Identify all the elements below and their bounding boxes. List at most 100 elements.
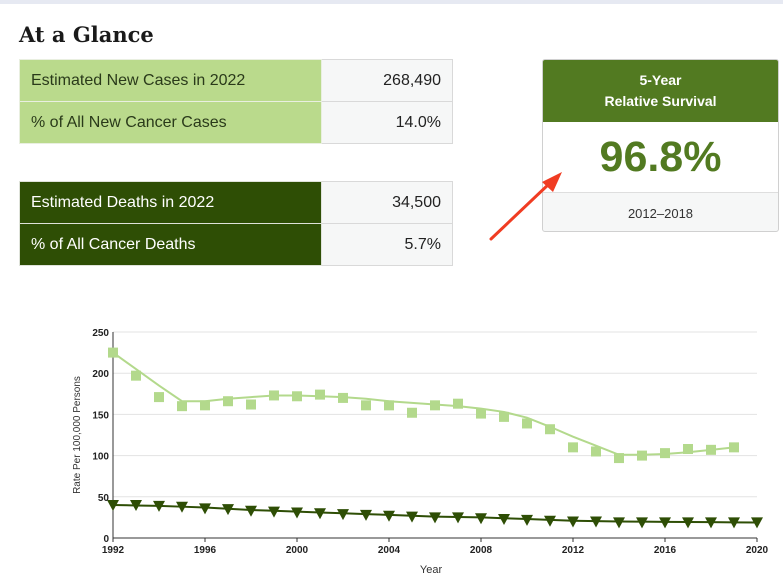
series-0-point	[430, 400, 440, 411]
new-cases-percent-value: 14.0%	[321, 101, 453, 144]
series-0-point	[315, 389, 325, 400]
deaths-percent-value: 5.7%	[321, 223, 453, 266]
series-1-point	[153, 500, 165, 512]
series-1-point	[176, 501, 188, 513]
series-0-point	[108, 347, 118, 358]
series-1-point	[452, 512, 464, 524]
series-0-point	[407, 407, 417, 418]
series-0-point	[154, 392, 164, 403]
series-1-point	[199, 503, 211, 515]
series-1-point	[613, 517, 625, 529]
series-1-point	[682, 517, 694, 529]
table-row: % of All New Cancer Cases 14.0%	[19, 101, 453, 144]
series-0-point	[476, 408, 486, 419]
series-0-point	[453, 398, 463, 409]
x-tick-label: 2000	[286, 545, 309, 556]
deaths-percent-label: % of All Cancer Deaths	[19, 223, 322, 266]
x-tick-label: 1996	[194, 545, 217, 556]
x-axis-label: Year	[420, 564, 443, 576]
series-1-point	[728, 517, 740, 529]
new-cases-table: Estimated New Cases in 2022 268,490 % of…	[19, 59, 453, 144]
series-0-point	[131, 370, 141, 381]
table-row: Estimated New Cases in 2022 268,490	[19, 59, 453, 102]
y-tick-label: 200	[92, 369, 109, 380]
series-1-point	[636, 517, 648, 529]
series-1-point	[245, 505, 257, 517]
new-cases-value: 268,490	[321, 59, 453, 102]
chart-series	[107, 347, 763, 529]
series-1-point	[544, 515, 556, 527]
series-1-point	[268, 506, 280, 518]
series-1-point	[705, 517, 717, 529]
x-tick-label: 2016	[654, 545, 677, 556]
series-0-point	[706, 444, 716, 455]
series-0-point	[499, 411, 509, 422]
series-0-point	[591, 446, 601, 457]
survival-header-line1: 5-Year	[639, 72, 682, 88]
table-row: Estimated Deaths in 2022 34,500	[19, 181, 453, 224]
series-0-point	[269, 390, 279, 401]
deaths-value: 34,500	[321, 181, 453, 224]
x-tick-label: 2004	[378, 545, 401, 556]
new-cases-label: Estimated New Cases in 2022	[19, 59, 322, 102]
series-1-point	[429, 512, 441, 524]
series-0-point	[338, 392, 348, 403]
series-0-point	[660, 448, 670, 459]
series-0-point	[292, 391, 302, 402]
arrow-head	[542, 172, 562, 192]
series-1-point	[107, 500, 119, 512]
series-1-point	[751, 517, 763, 529]
y-tick-label: 250	[92, 328, 109, 339]
y-tick-label: 150	[92, 410, 109, 421]
deaths-table: Estimated Deaths in 2022 34,500 % of All…	[19, 181, 453, 266]
series-0-point	[729, 442, 739, 453]
series-1-point	[360, 509, 372, 521]
chart-axes	[112, 332, 758, 542]
series-0-trend-line	[112, 351, 735, 456]
series-0-point	[522, 418, 532, 429]
chart-ticks: 0 50 100 150 200 250 1992 1996 2000 2004 2008 2012 2…	[92, 328, 768, 556]
series-1-point	[222, 504, 234, 516]
y-tick-label: 50	[98, 493, 110, 504]
series-0-point	[683, 444, 693, 455]
series-0-point	[361, 400, 371, 411]
series-1-point	[659, 517, 671, 529]
series-1-point	[291, 507, 303, 519]
series-1-point	[314, 508, 326, 520]
top-border	[0, 0, 783, 4]
series-0-point	[177, 401, 187, 412]
series-0-point	[545, 424, 555, 435]
new-cases-percent-label: % of All New Cancer Cases	[19, 101, 322, 144]
series-1-point	[590, 516, 602, 528]
series-1-point	[521, 514, 533, 526]
deaths-label: Estimated Deaths in 2022	[19, 181, 322, 224]
chart-grid	[113, 331, 757, 498]
table-row: % of All Cancer Deaths 5.7%	[19, 223, 453, 266]
survival-value: 96.8%	[543, 122, 778, 193]
series-0-point	[568, 442, 578, 453]
survival-header: 5-Year Relative Survival	[543, 60, 778, 122]
red-arrow-icon	[489, 172, 562, 241]
series-0-point	[384, 400, 394, 411]
x-tick-label: 2012	[562, 545, 585, 556]
series-1-point	[406, 511, 418, 523]
series-1-point	[130, 500, 142, 512]
x-tick-label: 1992	[102, 545, 125, 556]
series-0-point	[246, 399, 256, 410]
survival-card: 5-Year Relative Survival 96.8% 2012–2018	[542, 59, 779, 232]
survival-header-line2: Relative Survival	[604, 93, 717, 109]
series-1-point	[475, 513, 487, 525]
series-0-point	[223, 396, 233, 407]
survival-period: 2012–2018	[627, 205, 694, 221]
y-tick-label: 100	[92, 452, 109, 463]
series-0-point	[637, 450, 647, 461]
series-1-point	[337, 509, 349, 521]
series-1-point	[498, 514, 510, 526]
y-tick-label: 0	[103, 534, 109, 545]
series-0-point	[200, 400, 210, 411]
series-0-point	[614, 453, 624, 464]
trend-chart: 0 50 100 150 200 250 1992 1996 2000 2004 2008 2012 2…	[72, 328, 769, 576]
x-tick-label: 2008	[470, 545, 493, 556]
page-title: At a Glance	[19, 22, 154, 47]
series-1-point	[383, 510, 395, 522]
